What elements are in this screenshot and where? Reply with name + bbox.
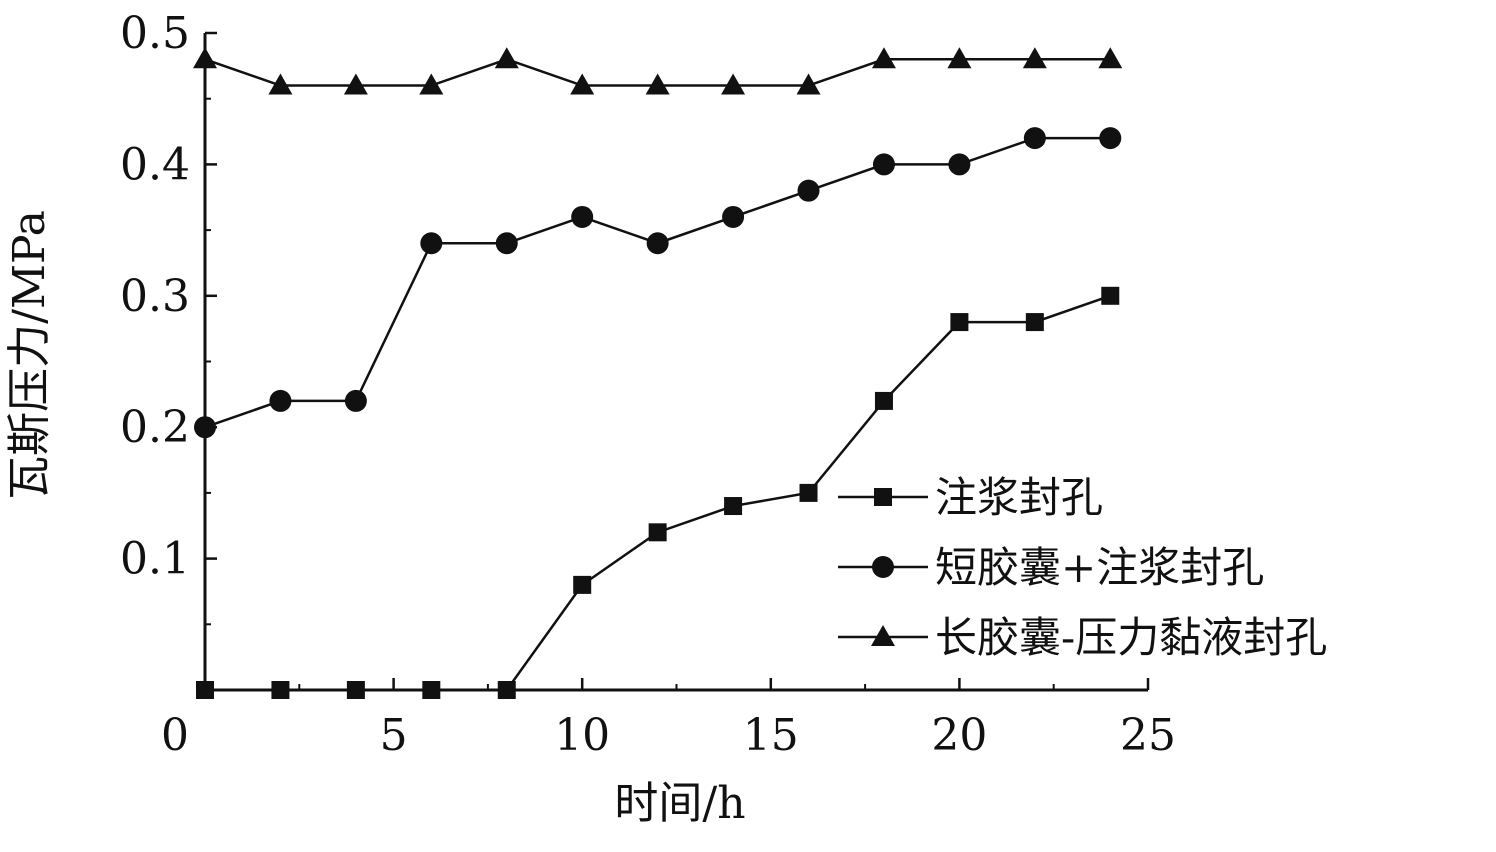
data-point [344, 389, 367, 412]
data-point [343, 73, 368, 95]
legend-item-2: 短胶囊+注浆封孔 [834, 541, 1494, 593]
data-point [1098, 47, 1123, 69]
data-point [874, 391, 893, 410]
legend-bg [834, 611, 1494, 663]
series-2 [194, 127, 1122, 439]
y-tick-label: 0.1 [120, 534, 190, 585]
legend-item-3: 长胶囊-压力黏液封孔 [834, 611, 1494, 663]
y-tick-label: 0.2 [120, 402, 190, 453]
data-point [268, 73, 293, 95]
data-point [1023, 127, 1046, 150]
data-point [1025, 313, 1044, 332]
data-point [646, 232, 669, 255]
data-point [196, 681, 214, 699]
data-point [570, 73, 595, 95]
data-point [1101, 286, 1120, 305]
data-point [422, 681, 441, 699]
data-point [948, 153, 971, 176]
legend-item-1: 注浆封孔 [834, 471, 1494, 523]
data-point [872, 153, 895, 176]
data-point [799, 483, 818, 502]
data-point [419, 73, 444, 95]
data-point [721, 73, 746, 95]
data-point [1099, 127, 1122, 150]
y-axis-label: 瓦斯压力/MPa [4, 210, 55, 500]
x-tick-label: 25 [1120, 710, 1176, 761]
data-point [648, 523, 667, 542]
data-point [573, 575, 592, 594]
legend-label: 短胶囊+注浆封孔 [935, 543, 1264, 592]
ticks: 0 5 10 15 20 25 0.1 0.2 0.3 0.4 0.5 [120, 8, 1176, 761]
data-point [871, 47, 896, 69]
x-tick-label: 15 [743, 710, 799, 761]
legend-label: 长胶囊-压力黏液封孔 [935, 613, 1327, 662]
x-tick-label: 5 [380, 710, 408, 761]
y-tick-label: 0.5 [120, 8, 190, 59]
y-tick-label: 0.4 [120, 139, 190, 190]
data-point [269, 389, 292, 412]
data-point [497, 681, 516, 699]
data-point [194, 416, 216, 439]
data-point [796, 73, 821, 95]
data-point [947, 47, 972, 69]
data-point [797, 179, 820, 202]
data-point [1022, 47, 1047, 69]
data-point [494, 47, 519, 69]
x-tick-label: 10 [554, 710, 610, 761]
data-point [724, 497, 743, 516]
y-tick-label: 0.3 [120, 271, 190, 322]
x-tick-label: 20 [931, 710, 987, 761]
x-tick-label: 0 [161, 710, 189, 761]
x-axis-label: 时间/h [614, 778, 745, 829]
legend-bg [834, 541, 1494, 593]
legend-marker [872, 556, 894, 578]
legend-bg [834, 471, 1494, 523]
data-point [271, 681, 290, 699]
data-point [193, 47, 217, 69]
legend-marker [871, 625, 895, 646]
data-point [571, 205, 594, 228]
series-lines [193, 47, 1123, 699]
data-point [950, 313, 969, 332]
data-point [645, 73, 670, 95]
data-point [420, 232, 443, 255]
legend-marker [874, 488, 892, 506]
series-1 [196, 286, 1120, 699]
data-point [495, 232, 518, 255]
data-point [346, 681, 365, 699]
series-line [204, 136, 1111, 429]
data-point [722, 205, 745, 228]
series-3 [193, 47, 1123, 95]
legend-label: 注浆封孔 [935, 473, 1103, 522]
